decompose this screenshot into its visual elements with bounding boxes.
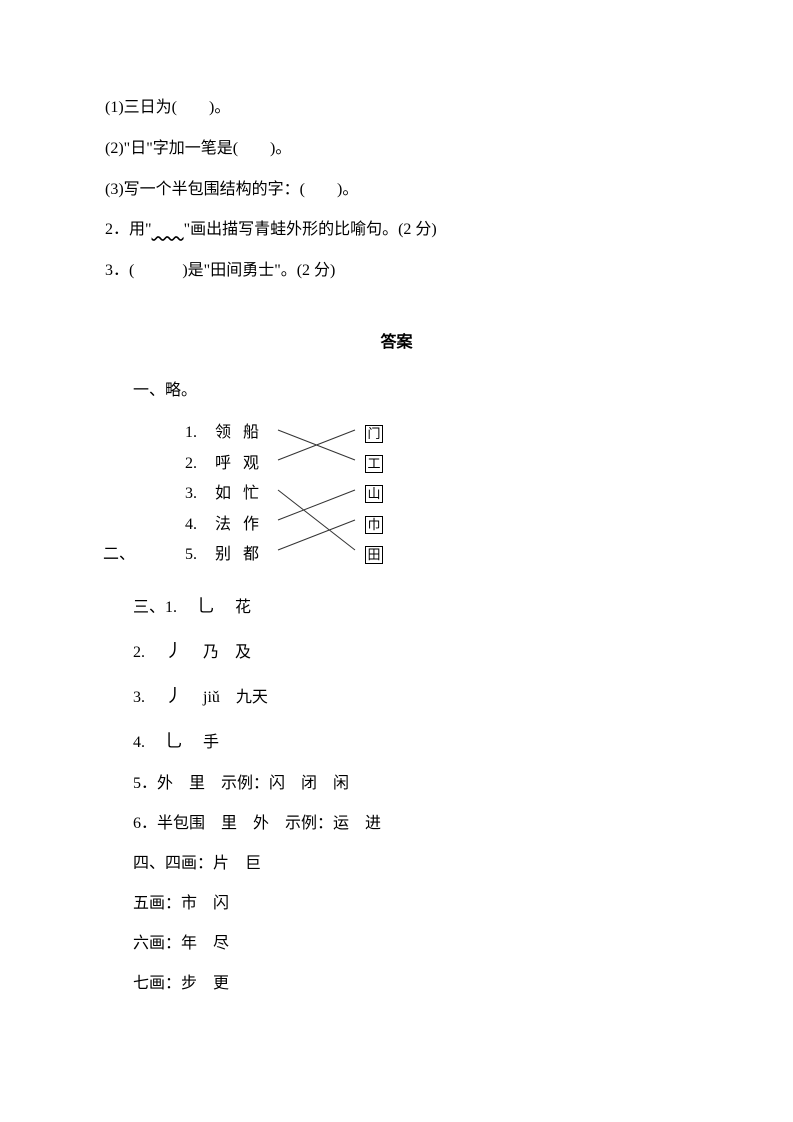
question-2-prefix: 2．用" — [105, 221, 152, 238]
row-num-4: 4. — [185, 510, 211, 540]
section-2-label: 二、 — [103, 540, 135, 570]
row-left-3: 如 — [215, 479, 239, 509]
question-1-2: (2)"日"字加一笔是( )。 — [105, 131, 688, 168]
diagram-row-3: 3. 如 忙 山 — [185, 479, 688, 509]
question-2: 2．用" "画出描写青蛙外形的比喻句。(2 分) — [105, 212, 688, 249]
diagram-row-2: 2. 呼 观 工 — [185, 449, 688, 479]
row-num-1: 1. — [185, 418, 211, 448]
question-1-3: (3)写一个半包围结构的字：( )。 — [105, 172, 688, 209]
row-num-5: 5. — [185, 540, 211, 570]
answer-3-6: 6．半包围 里 外 示例：运 进 — [133, 804, 688, 844]
answer-3-5: 5．外 里 示例：闪 闭 闲 — [133, 764, 688, 804]
item-3-4-text: 手 — [187, 734, 219, 751]
wavy-underline-sample — [152, 221, 184, 238]
item-3-2-prefix: 2. — [133, 644, 161, 661]
row-left-4: 法 — [215, 510, 239, 540]
row-right-1: 船 — [243, 418, 267, 448]
row-left-5: 别 — [215, 540, 239, 570]
row-num-2: 2. — [185, 449, 211, 479]
row-box-5: 田 — [365, 546, 383, 564]
strokes-5: 五画：市 闪 — [133, 884, 688, 924]
row-num-3: 3. — [185, 479, 211, 509]
row-box-2: 工 — [365, 455, 383, 473]
item-3-3-text: jiǔ 九天 — [187, 689, 268, 706]
row-right-2: 观 — [243, 449, 267, 479]
row-box-3: 山 — [365, 485, 383, 503]
item-3-2-text: 乃 及 — [187, 644, 251, 661]
row-box-4: 巾 — [365, 516, 383, 534]
row-right-5: 都 — [243, 540, 267, 570]
row-box-1: 门 — [365, 425, 383, 443]
stroke-1: 乚 — [197, 584, 215, 629]
row-right-3: 忙 — [243, 479, 267, 509]
row-right-4: 作 — [243, 510, 267, 540]
answer-title: 答案 — [105, 328, 688, 352]
item-3-4-prefix: 4. — [133, 734, 161, 751]
diagram-row-5: 二、 5. 别 都 田 — [185, 540, 688, 570]
stroke-2: 丿 — [165, 629, 183, 674]
diagram-row-1: 1. 领 船 门 — [185, 418, 688, 448]
question-3: 3．( )是"田间勇士"。(2 分) — [105, 253, 688, 290]
strokes-6: 六画：年 尽 — [133, 924, 688, 964]
question-2-suffix: "画出描写青蛙外形的比喻句。(2 分) — [184, 221, 437, 238]
section-3-label: 三、 — [133, 599, 165, 616]
answer-3-4: 4. 乚 手 — [133, 719, 688, 764]
answer-3-2: 2. 丿 乃 及 — [133, 629, 688, 674]
item-3-1-text: 花 — [219, 599, 251, 616]
stroke-3: 丿 — [165, 674, 183, 719]
matching-diagram: 1. 领 船 门 2. 呼 观 工 3. 如 忙 山 4. 法 作 巾 二、 5… — [185, 418, 688, 578]
answer-section-1: 一、略。 — [133, 372, 688, 410]
answer-3-1: 三、1. 乚 花 — [133, 584, 688, 629]
stroke-4: 乚 — [165, 719, 183, 764]
item-3-1-prefix: 1. — [165, 599, 193, 616]
item-3-3-prefix: 3. — [133, 689, 161, 706]
question-1-1: (1)三日为( )。 — [105, 90, 688, 127]
diagram-row-4: 4. 法 作 巾 — [185, 510, 688, 540]
strokes-7: 七画：步 更 — [133, 964, 688, 1004]
answer-section-4: 四、四画：片 巨 — [133, 844, 688, 884]
row-left-2: 呼 — [215, 449, 239, 479]
row-left-1: 领 — [215, 418, 239, 448]
answer-3-3: 3. 丿 jiǔ 九天 — [133, 674, 688, 719]
